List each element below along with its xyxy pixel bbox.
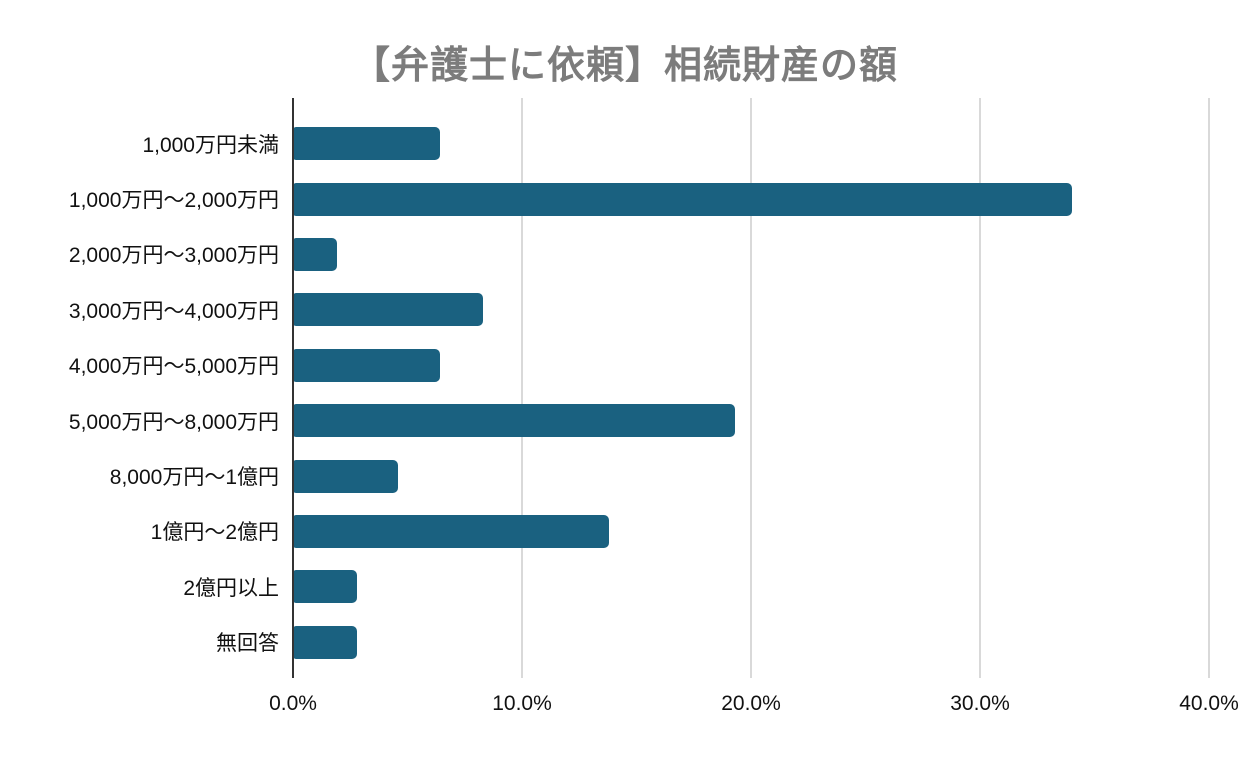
chart-row: 1,000万円〜2,000万円: [0, 171, 1250, 226]
gridline-30: [979, 98, 981, 678]
bar-track: [293, 338, 1209, 393]
bar-track: [293, 448, 1209, 503]
chart-row: 4,000万円〜5,000万円: [0, 338, 1250, 393]
category-label: 1億円〜2億円: [150, 521, 279, 545]
bar-rows: 1,000万円未満 1,000万円〜2,000万円 2,000万円〜3,000万円 3…: [0, 116, 1250, 670]
gridline-10: [521, 98, 523, 678]
chart-row: 3,000万円〜4,000万円: [0, 282, 1250, 337]
chart-row: 5,000万円〜8,000万円: [0, 393, 1250, 448]
bar: [293, 514, 610, 548]
chart-row: 2億円以上: [0, 559, 1250, 614]
bar-track: [293, 615, 1209, 670]
bar-track: [293, 171, 1209, 226]
x-tick-label: 10.0%: [492, 692, 552, 715]
bar: [293, 404, 735, 438]
bar: [293, 625, 358, 659]
bar: [293, 570, 358, 604]
bar: [293, 237, 337, 271]
x-tick-label: 40.0%: [1179, 692, 1239, 715]
bar-track: [293, 393, 1209, 448]
bar-track: [293, 116, 1209, 171]
category-label: 4,000万円〜5,000万円: [68, 355, 279, 379]
chart-row: 無回答: [0, 615, 1250, 670]
bar: [293, 293, 484, 327]
category-label: 2,000万円〜3,000万円: [68, 244, 279, 268]
x-tick-label: 30.0%: [950, 692, 1010, 715]
category-label: 3,000万円〜4,000万円: [68, 299, 279, 323]
plot-area: [292, 98, 1210, 678]
category-label: 1,000万円未満: [142, 133, 279, 157]
x-axis: 0.0% 10.0% 20.0% 30.0% 40.0%: [269, 692, 1239, 722]
chart-row: 2,000万円〜3,000万円: [0, 227, 1250, 282]
gridline-40: [1208, 98, 1210, 678]
bar-track: [293, 504, 1209, 559]
y-axis-line: [292, 98, 294, 678]
bar-track: [293, 282, 1209, 337]
bar-track: [293, 559, 1209, 614]
category-label: 8,000万円〜1億円: [109, 466, 279, 490]
category-label: 5,000万円〜8,000万円: [68, 410, 279, 434]
x-tick-label: 20.0%: [721, 692, 781, 715]
chart-row: 8,000万円〜1億円: [0, 448, 1250, 503]
chart-row: 1億円〜2億円: [0, 504, 1250, 559]
bar: [293, 459, 399, 493]
category-label: 1,000万円〜2,000万円: [68, 189, 279, 213]
bar: [293, 182, 1072, 216]
bar: [293, 127, 440, 161]
bar-track: [293, 227, 1209, 282]
x-tick-label: 0.0%: [269, 692, 317, 715]
bar: [293, 348, 440, 382]
gridline-20: [750, 98, 752, 678]
category-label: 2億円以上: [183, 576, 279, 600]
category-label: 無回答: [216, 632, 279, 656]
chart-title: 【弁護士に依頼】相続財産の額: [351, 45, 898, 87]
chart-row: 1,000万円未満: [0, 116, 1250, 171]
